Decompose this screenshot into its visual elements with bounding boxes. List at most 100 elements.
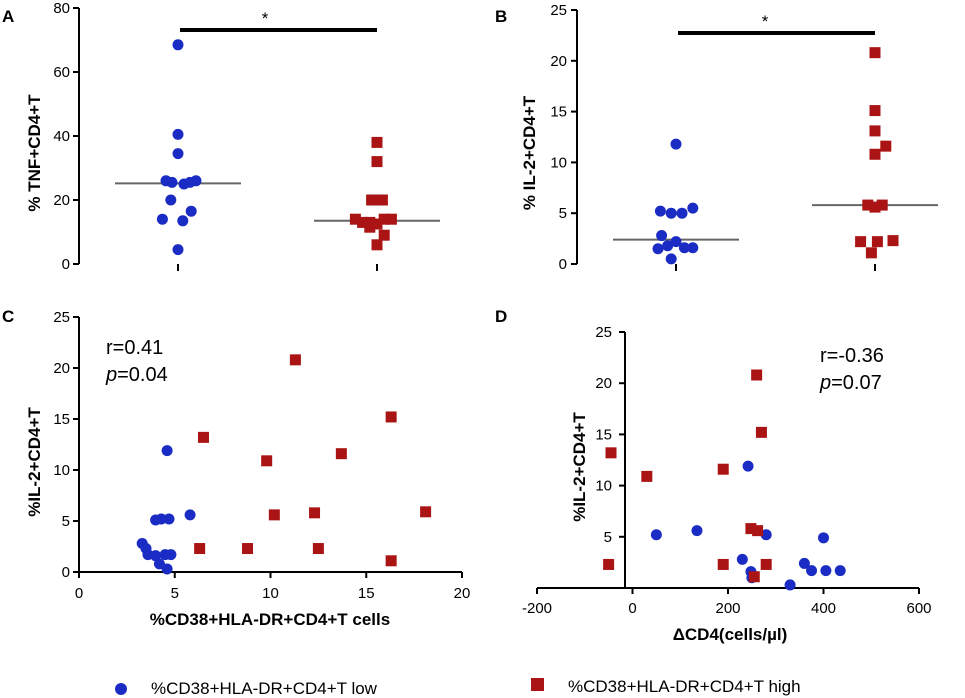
- panel-c-xlabel: %CD38+HLA-DR+CD4+T cells: [150, 610, 390, 629]
- panel-c-p-value: p=0.04: [105, 364, 168, 386]
- panel-a-ytick-label: 40: [53, 128, 70, 145]
- panel-b-ytick-label: 15: [550, 104, 567, 121]
- panel-c-point-high: [289, 354, 301, 366]
- panel-b-point-high: [869, 125, 881, 137]
- panel-b-point-low: [656, 230, 668, 242]
- panel-d-p-number: =0.07: [831, 372, 882, 394]
- panel-a-point-low: [178, 178, 190, 190]
- panel-c-point-high: [385, 555, 397, 567]
- panel-a-point-low: [190, 175, 202, 187]
- panel-c-point-high: [268, 509, 280, 521]
- panel-a-point-low: [172, 128, 184, 140]
- panel-d-p-letter: p: [819, 372, 831, 394]
- panel-c-xtick-label: 0: [75, 585, 83, 602]
- panel-d-point-low: [820, 565, 832, 577]
- panel-a-point-low: [172, 244, 184, 256]
- panel-a-point-high: [357, 216, 369, 228]
- panel-c-point-high: [309, 507, 321, 519]
- panel-b-ytick-label: 5: [559, 205, 567, 222]
- panel-d-ylabel: %IL-2+CD4+T: [570, 412, 589, 522]
- panel-d-point-low: [650, 529, 662, 541]
- panel-a-point-low: [156, 213, 168, 225]
- panel-d-letter: D: [495, 307, 507, 326]
- panel-b: B % IL-2+CD4+T 0 5 10 15 20 25 *: [495, 2, 938, 273]
- panel-c-point-low: [165, 549, 177, 561]
- panel-d-point-low: [742, 460, 754, 472]
- panel-d-xtick-label: 0: [628, 600, 636, 617]
- panel-c-xtick-label: 10: [262, 585, 279, 602]
- panel-b-significance-star: *: [762, 12, 769, 31]
- panel-a-ytick-label: 20: [53, 192, 70, 209]
- panel-a-point-high: [349, 213, 361, 225]
- panel-b-point-high: [855, 236, 867, 248]
- panel-d-r-value: r=-0.36: [820, 345, 884, 367]
- panel-c-ytick-label: 10: [53, 462, 70, 479]
- panel-d-ytick-label: 20: [595, 375, 612, 392]
- panel-a-point-high: [371, 218, 383, 230]
- panel-c-r-value: r=0.41: [106, 337, 163, 359]
- panel-c-point-high: [335, 448, 347, 460]
- panel-b-ytick-label: 20: [550, 53, 567, 70]
- panel-a-significance-star: *: [262, 9, 269, 28]
- panel-c-point-low: [163, 513, 175, 525]
- panel-b-point-low: [687, 242, 699, 254]
- panel-a-point-low: [172, 39, 184, 51]
- panel-c-point-high: [312, 543, 324, 555]
- legend-high-marker: [531, 678, 544, 691]
- panel-a-point-low: [166, 176, 178, 188]
- panel-d-point-high: [752, 525, 764, 537]
- panel-d: D %IL-2+CD4+T ΔCD4(cells/µl) r=-0.36 p=0…: [495, 307, 932, 644]
- panel-c-point-low: [161, 445, 173, 457]
- panel-d-point-low: [834, 565, 846, 577]
- panel-a-point-low: [165, 194, 177, 206]
- panel-b-point-high: [869, 201, 881, 213]
- panel-c-point-low: [150, 550, 162, 562]
- panel-a-point-high: [366, 194, 378, 206]
- panel-a-point-low: [177, 215, 189, 227]
- panel-c-ylabel: %IL-2+CD4+T: [25, 407, 44, 517]
- panel-c-point-high: [242, 543, 254, 555]
- panel-c-point-low: [161, 563, 173, 575]
- panel-b-point-low: [670, 236, 682, 248]
- panel-d-xtick-label: -200: [522, 600, 552, 617]
- panel-d-ytick-label: 10: [595, 478, 612, 495]
- panel-c-point-high: [385, 411, 397, 423]
- panel-b-point-low: [662, 240, 674, 252]
- panel-b-point-high: [880, 140, 892, 152]
- panel-d-ytick-label: 25: [595, 324, 612, 341]
- panel-c-xtick-label: 20: [454, 585, 471, 602]
- panel-c-letter: C: [2, 307, 14, 326]
- panel-c-point-high: [420, 506, 432, 518]
- panel-d-point-high: [760, 558, 772, 570]
- panel-b-point-high: [862, 199, 874, 211]
- panel-d-point-high: [751, 369, 763, 381]
- panel-c: C %IL-2+CD4+T %CD38+HLA-DR+CD4+T cells r…: [2, 307, 470, 629]
- panel-b-point-high: [871, 236, 883, 248]
- panel-a-ylabel: % TNF+CD4+T: [25, 94, 44, 212]
- panel-d-point-low: [806, 565, 818, 577]
- panel-a-point-high: [371, 156, 383, 168]
- panel-d-point-low: [736, 553, 748, 565]
- panel-a-point-high: [371, 239, 383, 251]
- panel-c-xtick-label: 15: [358, 585, 375, 602]
- panel-d-point-high: [755, 426, 767, 438]
- panel-c-p-letter: p: [105, 364, 117, 386]
- panel-a: A % TNF+CD4+T 0 20 40 60 80 *: [2, 0, 440, 273]
- panel-b-point-low: [687, 202, 699, 214]
- panel-a-letter: A: [2, 7, 14, 26]
- legend-low-label: %CD38+HLA-DR+CD4+T low: [151, 679, 378, 698]
- panel-a-point-high: [376, 194, 388, 206]
- panel-d-point-low: [798, 557, 810, 569]
- panel-c-ytick-label: 20: [53, 360, 70, 377]
- panel-b-point-high: [876, 199, 888, 211]
- panel-d-point-low: [691, 525, 703, 537]
- panel-c-ytick-label: 25: [53, 309, 70, 326]
- panel-b-point-high: [869, 148, 881, 160]
- panel-c-p-number: =0.04: [117, 364, 168, 386]
- panel-b-point-high: [869, 47, 881, 59]
- panel-c-xtick-label: 5: [171, 585, 179, 602]
- panel-b-letter: B: [495, 7, 507, 26]
- panel-b-point-high: [869, 105, 881, 117]
- panel-b-ytick-label: 0: [559, 256, 567, 273]
- panel-c-point-low: [184, 509, 196, 521]
